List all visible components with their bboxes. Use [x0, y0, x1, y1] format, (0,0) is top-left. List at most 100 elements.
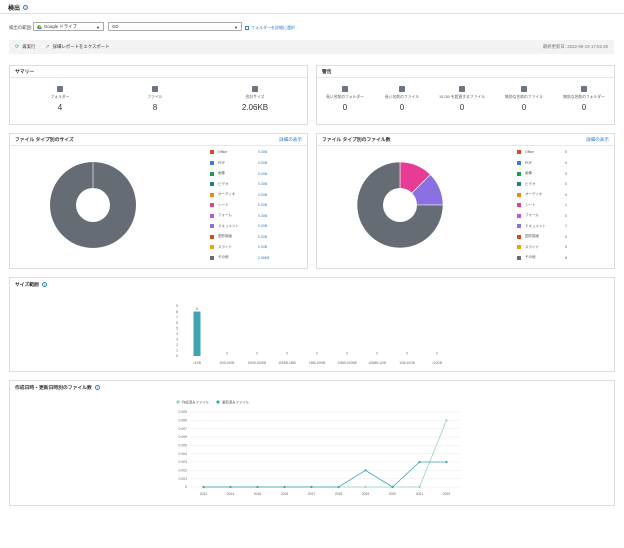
legend-value: 0.00B [258, 234, 268, 239]
y-tick-label: 5 [176, 326, 178, 330]
bar-data-label: 0 [406, 352, 408, 356]
data-point [202, 485, 205, 489]
count-by-type-title-text: ファイル タイプ別のファイル数 [322, 138, 391, 143]
legend-swatch [210, 245, 214, 249]
legend-name: ドキュメント [218, 223, 239, 228]
info-icon[interactable]: i [41, 281, 47, 287]
service-select-value: Google ドライブ [44, 23, 77, 29]
legend-value: 0.00B [258, 150, 268, 154]
chevron-down-icon: ▼ [96, 25, 100, 30]
legend-value: 0.00B [258, 182, 268, 186]
export-button[interactable]: ↗ 詳細レポートをエクスポート [45, 44, 109, 50]
legend-name: PDF [525, 160, 532, 165]
last-updated-text: 最終更新日: 2022-09-19 17:52:29 [542, 44, 608, 49]
summary-card: サマリー フォルダー 4 ファイル 8 合計サイズ 2.06KB [9, 65, 308, 125]
size-by-type-card: ファイル タイプ別のサイズ 詳細の表示 Office 0.00B PDF 0.00B 画… [9, 133, 308, 269]
legend-value: 1 [565, 203, 567, 207]
x-tick-label: 1GB-10GB [399, 361, 415, 365]
toolbar: ⟳ 再実行 ↗ 詳細レポートをエクスポート 最終更新日: 2022-09-19 … [9, 40, 614, 54]
service-select[interactable]: Google ドライブ ▼ [33, 22, 104, 31]
legend-swatch [210, 224, 214, 228]
summary-files-label: ファイル [147, 95, 163, 99]
folder-detail-link[interactable]: フォルダーを詳細に選択 [245, 25, 295, 31]
summary-folders-label: フォルダー [50, 95, 70, 99]
data-point [418, 460, 421, 464]
legend-value: 0.00B [258, 245, 268, 249]
rescan-button[interactable]: ⟳ 再実行 [15, 44, 35, 50]
legend-name: ビデオ [218, 181, 229, 186]
warning-invalid-folder-value: 0 [581, 103, 587, 112]
donut-hole [76, 188, 110, 222]
legend-swatch [517, 224, 521, 228]
legend-marker [176, 400, 180, 404]
bar [193, 311, 201, 356]
folder-select[interactable]: GD ▼ [108, 22, 242, 31]
pie-slice [356, 161, 444, 249]
series-line [203, 461, 447, 488]
file-warning-icon [399, 86, 405, 92]
legend-row: Office 0.00B [210, 150, 267, 154]
warnings-card: 警告 長い名前のフォルダー 0 長い名前のファイル 0 15 GB を超過するフ… [316, 65, 615, 125]
x-tick-label: 10KB-100KB [248, 361, 266, 365]
legend-row: ビデオ 0 [517, 182, 567, 187]
summary-folders-value: 4 [57, 103, 63, 112]
bar-data-label: 0 [346, 352, 348, 356]
legend-name: 図形描画 [525, 234, 539, 238]
count-details-link[interactable]: 詳細の表示 [586, 136, 609, 142]
legend-row: ドキュメント 0.00B [210, 224, 267, 229]
legend-swatch [517, 213, 521, 218]
size-range-bar-chart: 01234567898<1KB01KB-10KB010KB-100KB0100K… [176, 304, 442, 365]
legend-label: 更新済みファイル [222, 399, 250, 404]
bar-data-label: 0 [376, 352, 378, 356]
summary-card-title: サマリー [10, 66, 307, 78]
data-point [337, 485, 340, 489]
bar-data-label: 0 [436, 352, 438, 356]
legend-swatch [517, 171, 521, 176]
count-by-type-title: ファイル タイプ別のファイル数 詳細の表示 [317, 134, 614, 146]
folder-detail-link-label: フォルダーを詳細に選択 [251, 25, 295, 30]
x-tick-label: 1MB-10MB [309, 361, 325, 365]
legend-row: ドキュメント 1 [517, 224, 567, 229]
refresh-icon: ⟳ [15, 44, 20, 50]
donut-hole [383, 188, 417, 222]
x-tick-label: 10MB-100MB [337, 361, 357, 365]
size-details-link[interactable]: 詳細の表示 [279, 136, 302, 142]
warning-long-file-label: 長い名前のファイル [384, 95, 420, 99]
timeline-card: 作成日時・更新日時別のファイル数 i 作成済みファイル 更新済みファイル 0 0.00… [9, 380, 615, 506]
legend-name: ドキュメント [525, 223, 546, 228]
legend-value: 2.06KB [258, 255, 270, 260]
legend-value: 0.00B [258, 213, 268, 218]
data-point [445, 419, 448, 422]
data-point [283, 485, 286, 489]
summary-size-value: 2.06KB [241, 103, 269, 112]
x-tick-label: 2012 [200, 492, 208, 496]
size-range-title: サイズ範囲 i [10, 278, 614, 290]
warning-invalid-file: 無効な名前のファイル 0 [489, 86, 559, 112]
legend-name: 画像 [218, 171, 225, 175]
y-tick-label: 0.004 [179, 452, 188, 456]
warning-long-file-value: 0 [399, 103, 405, 112]
info-icon[interactable]: i [23, 5, 29, 10]
folder-warning-icon [342, 86, 348, 92]
legend-value: 0.00B [258, 192, 268, 197]
legend-value: 0 [565, 182, 567, 186]
x-tick-label: >10GB [432, 361, 442, 365]
info-icon[interactable]: i [94, 384, 100, 390]
legend-row: PDF 0.00B [210, 160, 267, 165]
y-tick-label: 0.001 [179, 477, 188, 481]
warning-large-file-label: 15 GB を超過するファイル [439, 95, 485, 99]
target-label: 検出の範囲: [9, 25, 33, 30]
summary-files-value: 8 [152, 103, 158, 112]
legend-name: その他 [218, 255, 229, 259]
legend-row: PDF 0 [517, 160, 567, 165]
summary-folders: フォルダー 4 [25, 86, 95, 112]
y-tick-label: 9 [176, 304, 178, 308]
folder-icon [57, 86, 63, 92]
warning-invalid-file-value: 0 [521, 103, 527, 112]
legend-swatch [517, 234, 521, 239]
data-point [418, 485, 421, 489]
export-label: 詳細レポートをエクスポート [52, 44, 110, 49]
x-tick-label: 2021 [416, 492, 424, 496]
warning-long-folder: 長い名前のフォルダー 0 [310, 86, 380, 112]
x-tick-label: 2022 [443, 492, 451, 496]
